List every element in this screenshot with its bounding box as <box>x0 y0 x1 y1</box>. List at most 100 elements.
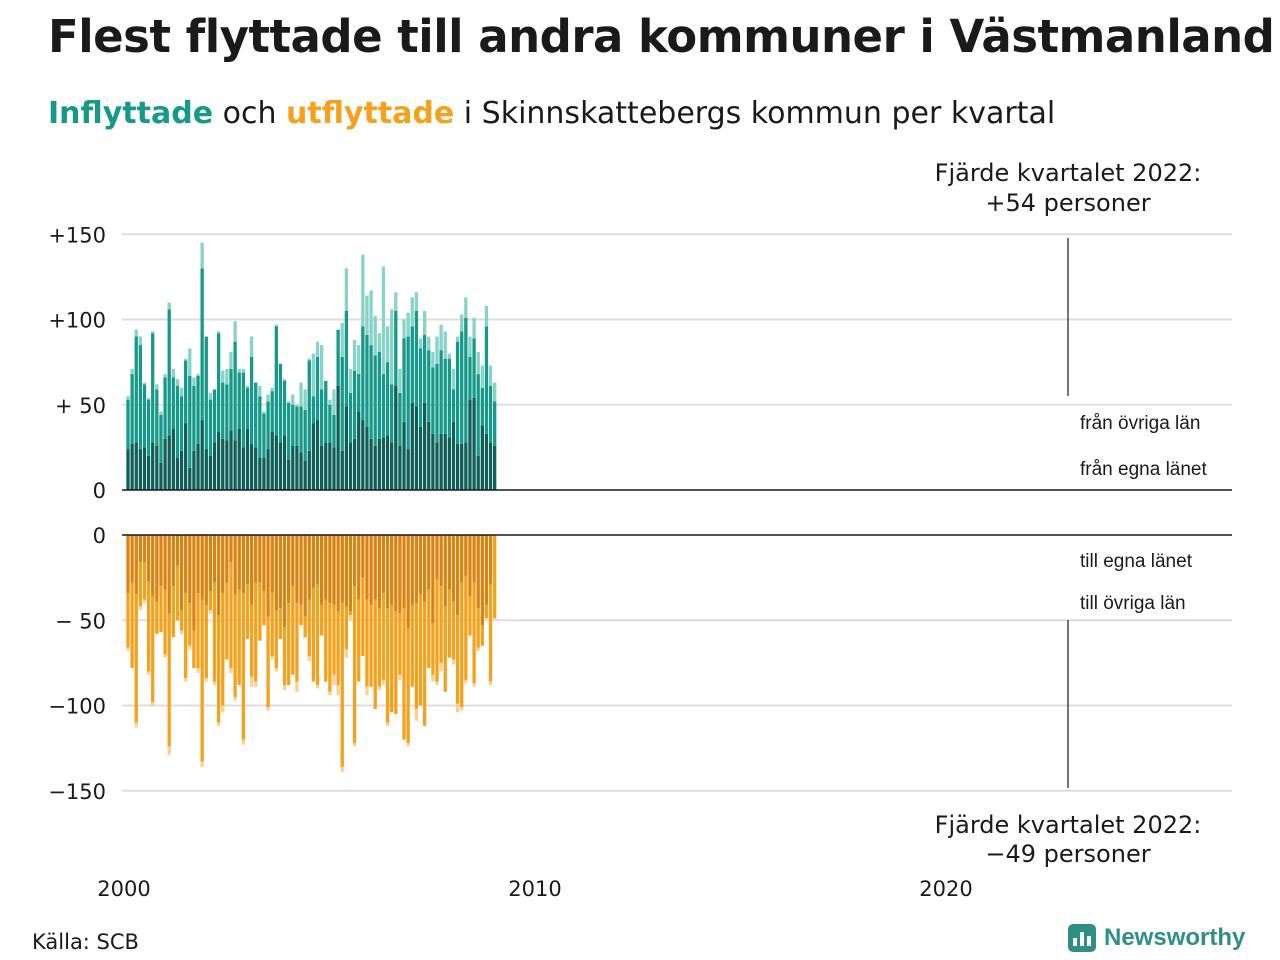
bar-out-egna-lanet <box>381 535 386 593</box>
bar-out-ovriga-lan-light <box>274 667 278 672</box>
bar-out-ovriga-lan-light <box>184 678 188 682</box>
bar-out-ovriga-lan <box>480 625 484 646</box>
bar-in-ovriga-lan <box>274 326 278 436</box>
bar-out-egna-lanet <box>126 535 130 593</box>
bar-in-ovriga-lan <box>287 403 291 460</box>
bar-out-egna-lanet <box>435 535 439 580</box>
bar-out-ovriga-lan <box>278 608 283 640</box>
bar-in-ovriga-lan-light <box>410 297 414 327</box>
bar-out-ovriga-lan-light <box>188 645 192 650</box>
bar-out-ovriga-lan <box>369 604 373 687</box>
bar-in-egna-lanet <box>336 385 340 490</box>
bar-in-egna-lanet <box>287 459 291 490</box>
bar-out-egna-lanet <box>472 535 476 583</box>
bar-out-ovriga-lan <box>344 606 349 650</box>
bar-in-egna-lanet <box>225 440 229 490</box>
bar-in-ovriga-lan-light <box>328 399 332 405</box>
bar-in-egna-lanet <box>134 442 138 490</box>
bar-in-egna-lanet <box>179 450 184 490</box>
bar-in-ovriga-lan <box>336 329 340 386</box>
bar-out-egna-lanet <box>142 535 147 563</box>
bar-in-ovriga-lan-light <box>196 374 200 376</box>
bar-in-ovriga-lan <box>410 326 414 404</box>
bar-in-ovriga-lan <box>188 375 192 468</box>
bar-in-egna-lanet <box>381 437 386 490</box>
bar-in-ovriga-lan <box>175 385 180 458</box>
bar-in-egna-lanet <box>369 438 373 490</box>
bar-in-ovriga-lan <box>402 338 406 422</box>
bar-in-ovriga-lan <box>254 382 258 448</box>
bar-out-ovriga-lan-light <box>365 686 369 696</box>
bar-in-ovriga-lan <box>291 404 295 446</box>
bar-in-egna-lanet <box>447 437 452 490</box>
bar-in-ovriga-lan-light <box>151 331 155 334</box>
bar-out-egna-lanet <box>254 535 258 583</box>
bar-out-ovriga-lan <box>262 591 266 626</box>
bar-out-ovriga-lan <box>188 603 192 646</box>
bar-in-ovriga-lan-light <box>344 268 349 311</box>
bar-in-ovriga-lan-light <box>414 292 419 311</box>
bar-out-egna-lanet <box>212 535 217 583</box>
bar-out-ovriga-lan-light <box>435 681 439 686</box>
bar-in-ovriga-lan <box>394 310 398 386</box>
bar-out-ovriga-lan <box>134 594 138 723</box>
bar-in-ovriga-lan-light <box>443 331 447 359</box>
bar-in-ovriga-lan <box>361 326 365 421</box>
bar-in-ovriga-lan-light <box>233 321 237 342</box>
bar-in-ovriga-lan-light <box>348 368 353 393</box>
logo-icon <box>1068 924 1096 952</box>
bar-out-ovriga-lan <box>468 596 472 636</box>
bar-in-ovriga-lan-light <box>373 316 377 356</box>
bar-out-egna-lanet <box>373 535 377 600</box>
bar-out-ovriga-lan <box>175 565 180 621</box>
bar-out-ovriga-lan <box>464 575 468 680</box>
bar-out-egna-lanet <box>431 535 435 624</box>
subtitle-rest: i Skinnskattebergs kommun per kvartal <box>454 96 1056 131</box>
bar-out-ovriga-lan-light <box>241 739 246 745</box>
bar-in-ovriga-lan-light <box>282 379 287 381</box>
bar-out-ovriga-lan <box>472 582 476 684</box>
bar-out-ovriga-lan-light <box>208 610 213 614</box>
bar-in-egna-lanet <box>266 449 270 490</box>
bar-in-egna-lanet <box>130 443 134 490</box>
bar-out-egna-lanet <box>324 535 328 600</box>
legend-till-ovriga-lan: till övriga län <box>1080 593 1186 614</box>
bar-in-ovriga-lan-light <box>431 351 435 368</box>
bar-out-egna-lanet <box>488 535 493 585</box>
bar-in-ovriga-lan <box>134 336 138 443</box>
bar-out-ovriga-lan <box>200 599 204 762</box>
bar-out-egna-lanet <box>427 535 431 590</box>
bar-in-egna-lanet <box>249 443 254 490</box>
bar-in-ovriga-lan-light <box>398 368 402 393</box>
bar-in-ovriga-lan <box>431 367 435 434</box>
bar-out-ovriga-lan <box>163 589 167 655</box>
bar-in-ovriga-lan <box>373 355 377 446</box>
bar-out-ovriga-lan <box>427 589 431 668</box>
bar-out-ovriga-lan <box>299 604 303 626</box>
bar-out-ovriga-lan-light <box>385 722 390 726</box>
bar-in-ovriga-lan <box>398 392 402 446</box>
bar-in-ovriga-lan-light <box>245 385 250 388</box>
bar-in-ovriga-lan <box>155 389 159 446</box>
bar-out-egna-lanet <box>443 535 447 607</box>
bar-in-ovriga-lan-light <box>455 336 460 342</box>
bar-out-ovriga-lan-light <box>270 656 274 660</box>
bar-out-ovriga-lan-light <box>134 722 138 728</box>
bar-out-ovriga-lan <box>324 599 328 682</box>
bar-in-ovriga-lan-light <box>319 345 324 390</box>
bar-in-egna-lanet <box>484 433 489 490</box>
bar-out-egna-lanet <box>476 535 480 609</box>
bar-out-ovriga-lan <box>282 627 287 686</box>
bar-out-ovriga-lan <box>418 594 423 706</box>
bar-in-egna-lanet <box>196 443 200 490</box>
bar-out-ovriga-lan <box>287 603 291 686</box>
bar-out-egna-lanet <box>249 535 254 605</box>
bar-in-ovriga-lan-light <box>488 365 493 386</box>
bar-out-ovriga-lan <box>381 592 386 680</box>
bar-in-ovriga-lan <box>472 338 476 398</box>
bar-in-ovriga-lan-light <box>192 377 196 386</box>
bar-out-ovriga-lan <box>451 601 456 660</box>
bottom-y-tick-label: −100 <box>48 695 106 719</box>
newsworthy-logo: Newsworthy <box>1068 924 1245 952</box>
bar-in-ovriga-lan-light <box>229 351 233 369</box>
